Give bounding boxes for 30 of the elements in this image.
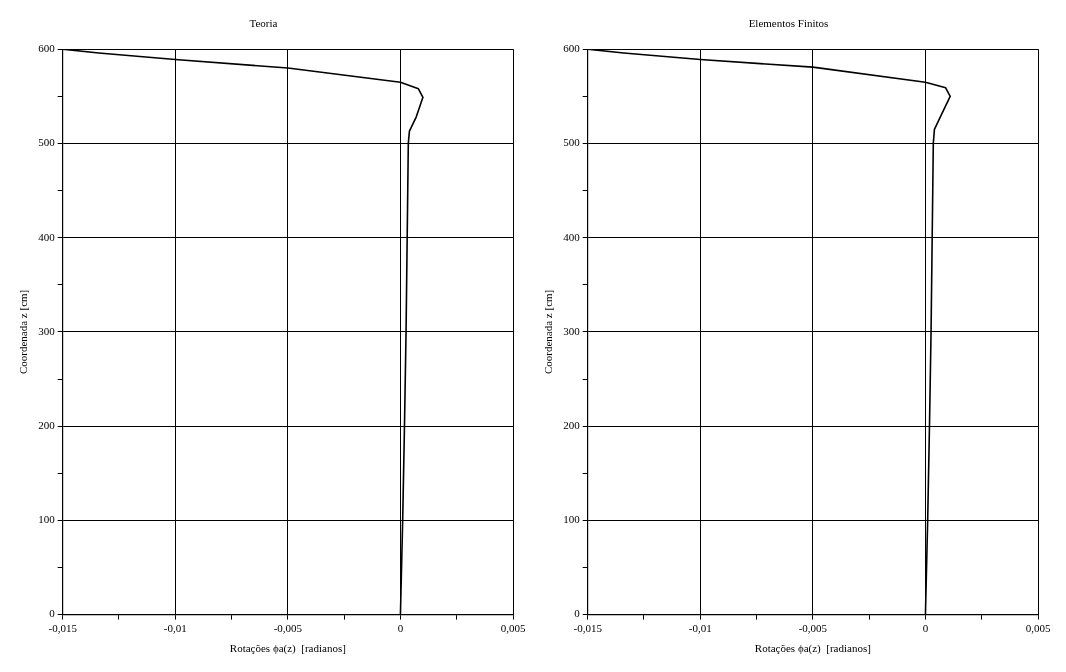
y-tick-label: 100: [563, 513, 581, 526]
y-tick-label: 600: [38, 42, 56, 55]
y-tick-label: 200: [38, 419, 56, 432]
y-tick-label: 100: [38, 513, 56, 526]
y-tick-label: 300: [563, 324, 581, 337]
y-tick-label: 200: [563, 419, 581, 432]
x-tick-label: -0,005: [798, 622, 828, 635]
x-tick-label: 0: [922, 622, 929, 635]
chart-title: Teoria: [249, 17, 278, 30]
y-tick-label: 600: [563, 42, 581, 55]
x-tick-label: -0,005: [273, 622, 303, 635]
x-tick-label: -0,015: [48, 622, 78, 635]
y-tick-label: 0: [574, 607, 581, 620]
x-axis-title: Rotações ϕa(z) [radianos]: [754, 642, 871, 656]
y-tick-label: 500: [38, 136, 56, 149]
y-tick-label: 300: [38, 324, 56, 337]
y-axis-title: Coordenada z [cm]: [17, 289, 30, 375]
y-tick-label: 400: [38, 230, 56, 243]
x-axis-title: Rotações ϕa(z) [radianos]: [229, 642, 346, 656]
y-tick-label: 500: [563, 136, 581, 149]
x-tick-label: -0,01: [688, 622, 712, 635]
x-tick-label: -0,01: [163, 622, 187, 635]
y-axis-title: Coordenada z [cm]: [542, 289, 555, 375]
x-tick-label: 0,005: [1025, 622, 1051, 635]
y-tick-label: 0: [49, 607, 56, 620]
x-tick-label: 0,005: [500, 622, 526, 635]
y-tick-label: 400: [563, 230, 581, 243]
x-tick-label: 0: [397, 622, 404, 635]
x-tick-label: -0,015: [573, 622, 603, 635]
chart-title: Elementos Finitos: [748, 17, 829, 30]
